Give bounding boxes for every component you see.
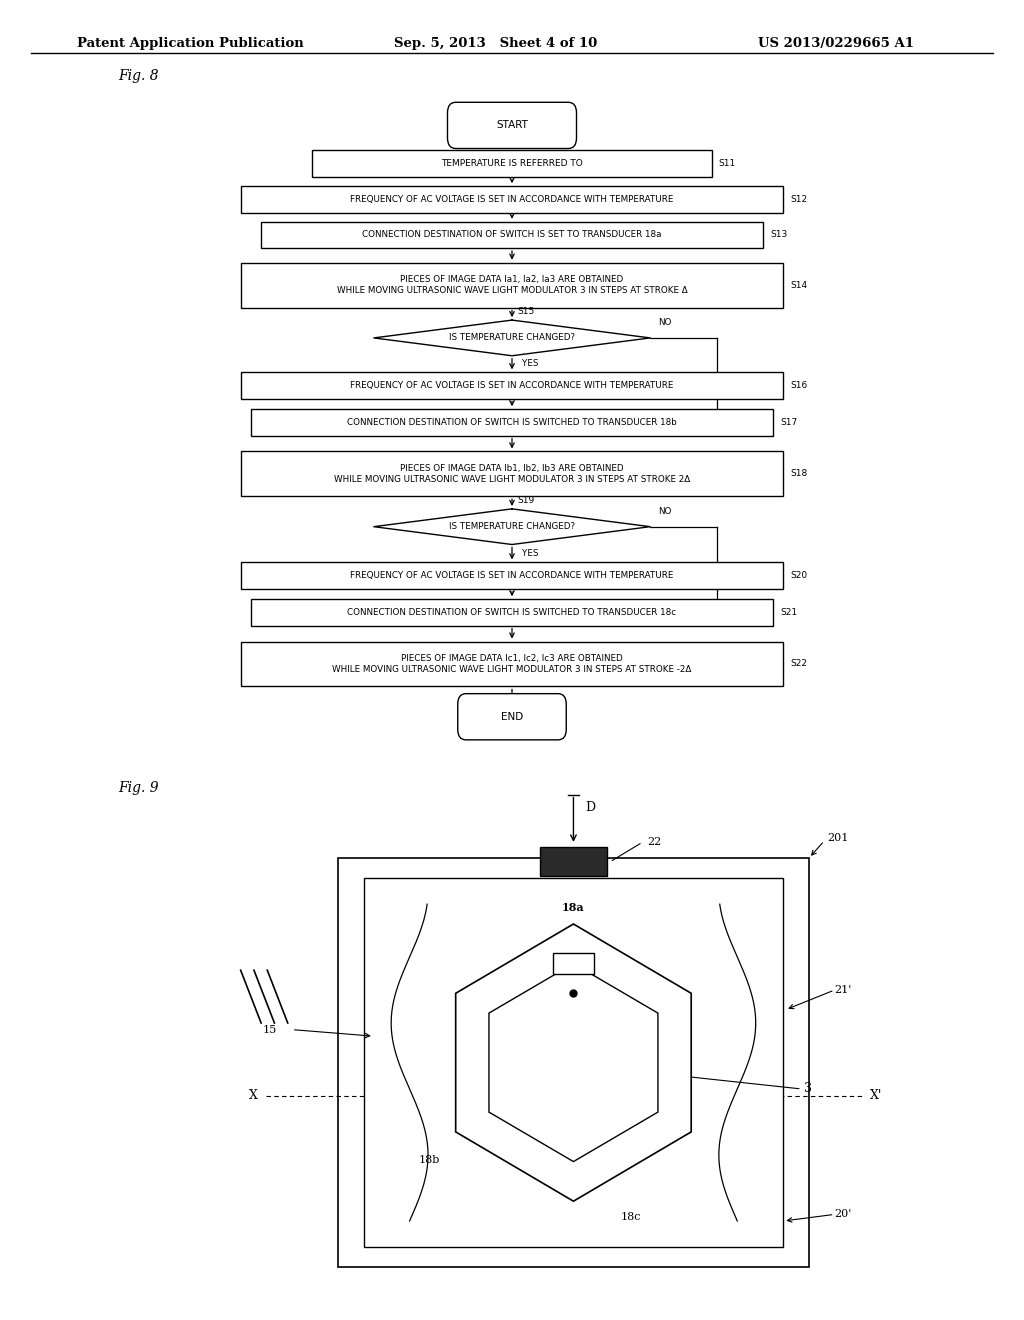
Text: S17: S17: [780, 418, 798, 426]
Bar: [241, 451, 783, 496]
Text: 3: 3: [804, 1082, 812, 1096]
Text: S15: S15: [517, 308, 535, 317]
Polygon shape: [489, 964, 658, 1162]
Bar: [251, 409, 773, 436]
Text: NO: NO: [658, 318, 672, 327]
Text: FREQUENCY OF AC VOLTAGE IS SET IN ACCORDANCE WITH TEMPERATURE: FREQUENCY OF AC VOLTAGE IS SET IN ACCORD…: [350, 195, 674, 203]
Polygon shape: [456, 924, 691, 1201]
Bar: [312, 150, 712, 177]
Bar: [241, 642, 783, 686]
Text: 18c: 18c: [621, 1212, 641, 1222]
Text: Fig. 8: Fig. 8: [118, 69, 159, 83]
Bar: [541, 847, 606, 876]
Bar: [553, 953, 594, 974]
FancyBboxPatch shape: [458, 694, 566, 739]
Text: S21: S21: [780, 609, 798, 616]
Text: CONNECTION DESTINATION OF SWITCH IS SET TO TRANSDUCER 18a: CONNECTION DESTINATION OF SWITCH IS SET …: [362, 231, 662, 239]
Text: CONNECTION DESTINATION OF SWITCH IS SWITCHED TO TRANSDUCER 18c: CONNECTION DESTINATION OF SWITCH IS SWIT…: [347, 609, 677, 616]
Text: 18a: 18a: [562, 903, 585, 913]
Text: S12: S12: [791, 195, 808, 203]
Text: S14: S14: [791, 281, 808, 289]
Polygon shape: [374, 321, 650, 355]
Bar: [241, 186, 783, 213]
Text: S22: S22: [791, 660, 808, 668]
Text: S18: S18: [791, 470, 808, 478]
Bar: [251, 599, 773, 626]
Text: 20': 20': [835, 1209, 852, 1220]
Bar: [364, 878, 783, 1247]
Polygon shape: [374, 510, 650, 544]
Text: YES: YES: [522, 359, 539, 368]
Text: Sep. 5, 2013   Sheet 4 of 10: Sep. 5, 2013 Sheet 4 of 10: [394, 37, 597, 50]
Text: YES: YES: [522, 549, 539, 558]
Text: Patent Application Publication: Patent Application Publication: [77, 37, 303, 50]
Bar: [338, 858, 809, 1267]
Text: S13: S13: [770, 231, 787, 239]
Text: PIECES OF IMAGE DATA Ic1, Ic2, Ic3 ARE OBTAINED
WHILE MOVING ULTRASONIC WAVE LIG: PIECES OF IMAGE DATA Ic1, Ic2, Ic3 ARE O…: [333, 653, 691, 675]
Text: US 2013/0229665 A1: US 2013/0229665 A1: [758, 37, 913, 50]
Text: IS TEMPERATURE CHANGED?: IS TEMPERATURE CHANGED?: [449, 334, 575, 342]
Text: 21': 21': [835, 985, 852, 995]
Text: Fig. 9: Fig. 9: [118, 781, 159, 796]
Text: X': X': [870, 1089, 883, 1102]
Text: S16: S16: [791, 381, 808, 389]
Text: S19: S19: [517, 496, 535, 506]
Text: FREQUENCY OF AC VOLTAGE IS SET IN ACCORDANCE WITH TEMPERATURE: FREQUENCY OF AC VOLTAGE IS SET IN ACCORD…: [350, 572, 674, 579]
Text: END: END: [501, 711, 523, 722]
Text: S20: S20: [791, 572, 808, 579]
Text: 18b: 18b: [419, 1155, 440, 1164]
Text: S11: S11: [719, 160, 736, 168]
Bar: [241, 372, 783, 399]
Text: 15: 15: [262, 1024, 276, 1035]
Bar: [241, 562, 783, 589]
Text: 22: 22: [648, 837, 662, 847]
Text: IS TEMPERATURE CHANGED?: IS TEMPERATURE CHANGED?: [449, 523, 575, 531]
Text: FREQUENCY OF AC VOLTAGE IS SET IN ACCORDANCE WITH TEMPERATURE: FREQUENCY OF AC VOLTAGE IS SET IN ACCORD…: [350, 381, 674, 389]
Text: PIECES OF IMAGE DATA Ia1, Ia2, Ia3 ARE OBTAINED
WHILE MOVING ULTRASONIC WAVE LIG: PIECES OF IMAGE DATA Ia1, Ia2, Ia3 ARE O…: [337, 275, 687, 296]
FancyBboxPatch shape: [447, 103, 577, 149]
Text: START: START: [496, 120, 528, 131]
Bar: [241, 263, 783, 308]
Text: D: D: [586, 801, 596, 814]
Text: X: X: [249, 1089, 258, 1102]
Text: NO: NO: [658, 507, 672, 516]
Text: PIECES OF IMAGE DATA Ib1, Ib2, Ib3 ARE OBTAINED
WHILE MOVING ULTRASONIC WAVE LIG: PIECES OF IMAGE DATA Ib1, Ib2, Ib3 ARE O…: [334, 463, 690, 484]
Text: CONNECTION DESTINATION OF SWITCH IS SWITCHED TO TRANSDUCER 18b: CONNECTION DESTINATION OF SWITCH IS SWIT…: [347, 418, 677, 426]
Text: 201: 201: [827, 833, 849, 843]
Text: TEMPERATURE IS REFERRED TO: TEMPERATURE IS REFERRED TO: [441, 160, 583, 168]
Bar: [261, 222, 763, 248]
